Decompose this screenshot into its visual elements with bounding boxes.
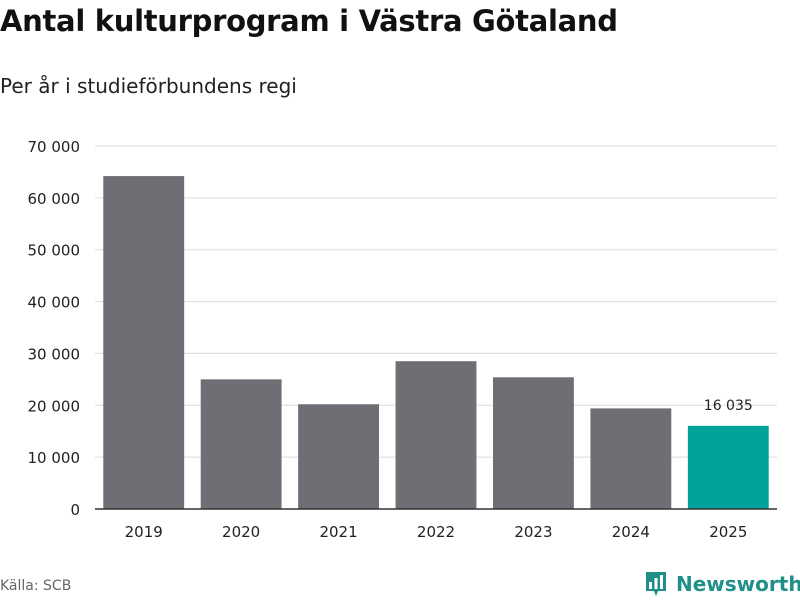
chart-subtitle: Per år i studieförbundens regi — [0, 74, 297, 98]
x-tick-label: 2024 — [612, 523, 650, 541]
bar — [200, 379, 282, 509]
bar — [492, 377, 574, 509]
y-tick-label: 0 — [70, 501, 80, 519]
y-tick-label: 70 000 — [28, 138, 81, 156]
bar-chart: 0 10 000 20 000 30 000 40 000 50 000 60 000 70 … — [28, 138, 777, 541]
bar — [395, 361, 477, 509]
data-label: 16 035 — [704, 398, 753, 414]
source-note: Källa: SCB — [0, 578, 72, 594]
x-tick-label: 2025 — [709, 523, 747, 541]
y-tick-label: 10 000 — [28, 449, 81, 467]
x-tick-label: 2022 — [417, 523, 455, 541]
y-tick-label: 50 000 — [28, 242, 81, 260]
y-tick-label: 40 000 — [28, 294, 81, 312]
bar-chart-logo-icon — [646, 572, 666, 596]
bar — [298, 404, 380, 509]
chart-title: Antal kulturprogram i Västra Götaland — [0, 4, 618, 38]
x-tick-label: 2023 — [514, 523, 552, 541]
y-tick-label: 20 000 — [28, 397, 81, 415]
x-tick-label: 2019 — [125, 523, 163, 541]
bar — [687, 425, 769, 509]
y-tick-label: 30 000 — [28, 345, 81, 363]
bar — [590, 408, 672, 509]
bar — [103, 176, 185, 509]
x-tick-label: 2021 — [319, 523, 357, 541]
x-tick-label: 2020 — [222, 523, 260, 541]
brand-name: Newsworthy — [676, 572, 800, 596]
brand-logo: Newsworthy — [644, 570, 800, 598]
y-tick-label: 60 000 — [28, 190, 81, 208]
